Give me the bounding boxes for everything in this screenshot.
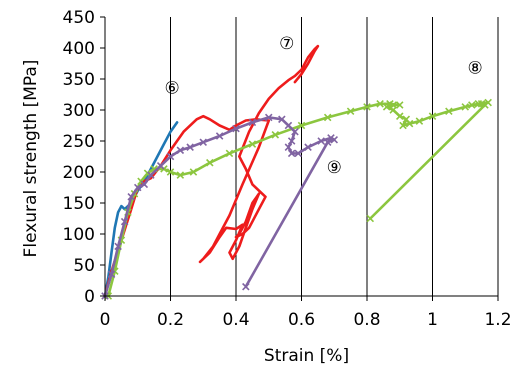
series-3-point-18 bbox=[346, 107, 355, 116]
series-4 bbox=[101, 113, 339, 300]
series-4-point-20 bbox=[287, 137, 296, 145]
series-3-point-17 bbox=[323, 113, 332, 122]
series-4-point-7 bbox=[147, 171, 155, 179]
y-tick-label-4: 200 bbox=[63, 163, 95, 183]
y-tick-labels: 0 50 100 150 200 250 300 350 400 450 bbox=[63, 8, 95, 307]
y-tick-label-7: 350 bbox=[63, 70, 95, 90]
series-3-point-20 bbox=[376, 100, 384, 108]
series-line-3 bbox=[107, 101, 490, 298]
grid-lines bbox=[170, 17, 499, 296]
series-3-point-29 bbox=[405, 119, 414, 128]
series-4-point-28 bbox=[323, 138, 332, 147]
series-4-point-14 bbox=[232, 124, 240, 133]
series-4-point-23 bbox=[294, 149, 302, 158]
series-3-point-38 bbox=[481, 101, 489, 109]
x-tick-label-3: 0.6 bbox=[288, 310, 315, 330]
series-4-point-21 bbox=[284, 143, 293, 151]
series-4-point-12 bbox=[199, 138, 208, 147]
x-tick-label-0: 0 bbox=[100, 310, 111, 330]
series-3-point-32 bbox=[445, 107, 453, 116]
series-3-point-15 bbox=[271, 131, 280, 139]
series-3-point-10 bbox=[176, 171, 185, 179]
series-3-point-24 bbox=[382, 103, 391, 111]
annotation-label-3: ⑨ bbox=[327, 158, 342, 178]
series-3-point-12 bbox=[206, 158, 214, 167]
x-axis-title: Strain [%] bbox=[264, 346, 349, 366]
series-3-point-33 bbox=[461, 103, 470, 111]
series-4-point-5 bbox=[133, 183, 142, 192]
series-4-point-10 bbox=[176, 146, 185, 155]
series-3-point-14 bbox=[248, 140, 257, 148]
series-4-point-22 bbox=[287, 149, 296, 158]
x-tick-label-2: 0.4 bbox=[222, 310, 249, 330]
series-4-point-15 bbox=[248, 118, 257, 127]
series-4-point-25 bbox=[317, 137, 325, 145]
x-tick-label-6: 1.2 bbox=[484, 310, 511, 330]
y-tick-label-8: 400 bbox=[63, 39, 95, 59]
series-4-point-17 bbox=[278, 115, 286, 124]
y-tick-label-1: 50 bbox=[73, 256, 95, 276]
annotations: ⑥ ⑦ ⑧ ⑨ bbox=[165, 34, 483, 178]
series-layer bbox=[101, 44, 492, 300]
series-4-point-6 bbox=[140, 180, 149, 189]
series-4-point-3 bbox=[120, 217, 129, 226]
series-4-point-2 bbox=[114, 242, 122, 251]
series-4-point-9 bbox=[166, 152, 175, 161]
series-3-point-26 bbox=[395, 112, 404, 120]
series-4-point-11 bbox=[186, 143, 194, 151]
series-3-point-16 bbox=[297, 121, 306, 130]
series-4-point-29 bbox=[242, 282, 250, 291]
series-3-point-25 bbox=[389, 106, 397, 114]
x-tick-label-4: 0.8 bbox=[353, 310, 380, 330]
series-3-point-28 bbox=[399, 121, 407, 130]
series-4-point-18 bbox=[284, 121, 293, 130]
y-tick-label-3: 150 bbox=[63, 194, 95, 214]
y-tick-label-6: 300 bbox=[63, 101, 95, 121]
annotation-label-1: ⑦ bbox=[279, 34, 294, 54]
series-4-point-13 bbox=[215, 132, 224, 140]
series-3-point-19 bbox=[363, 103, 371, 111]
series-4-point-27 bbox=[330, 135, 339, 144]
series-3-point-31 bbox=[428, 112, 437, 120]
annotation-label-0: ⑥ bbox=[165, 78, 180, 98]
series-line-4 bbox=[103, 116, 336, 298]
series-4-point-24 bbox=[304, 143, 312, 151]
x-tick-labels: 0 0.2 0.4 0.6 0.8 1 1.2 bbox=[100, 310, 512, 330]
annotation-label-2: ⑧ bbox=[467, 59, 482, 79]
series-2 bbox=[103, 44, 320, 298]
series-4-point-19 bbox=[291, 127, 299, 136]
series-3-point-13 bbox=[225, 149, 234, 158]
series-4-point-8 bbox=[156, 162, 165, 170]
series-3-point-11 bbox=[189, 168, 198, 176]
x-tick-label-5: 1 bbox=[427, 310, 438, 330]
axes bbox=[100, 16, 499, 301]
series-4-point-16 bbox=[264, 113, 273, 122]
series-4-point-4 bbox=[127, 193, 135, 201]
series-3-point-39 bbox=[366, 214, 375, 223]
series-3-point-9 bbox=[166, 168, 175, 176]
y-axis-title: Flexural strength [MPa] bbox=[21, 60, 41, 258]
series-3-point-30 bbox=[415, 117, 424, 125]
series-line-2 bbox=[103, 44, 320, 298]
series-4-point-1 bbox=[107, 270, 116, 279]
y-tick-label-2: 100 bbox=[63, 225, 95, 245]
x-tick-label-1: 0.2 bbox=[157, 310, 184, 330]
series-3-point-22 bbox=[395, 101, 404, 109]
y-tick-label-5: 250 bbox=[63, 132, 95, 152]
series-3-point-37 bbox=[468, 101, 476, 109]
y-tick-label-0: 0 bbox=[84, 287, 95, 307]
y-tick-label-9: 450 bbox=[63, 8, 95, 28]
